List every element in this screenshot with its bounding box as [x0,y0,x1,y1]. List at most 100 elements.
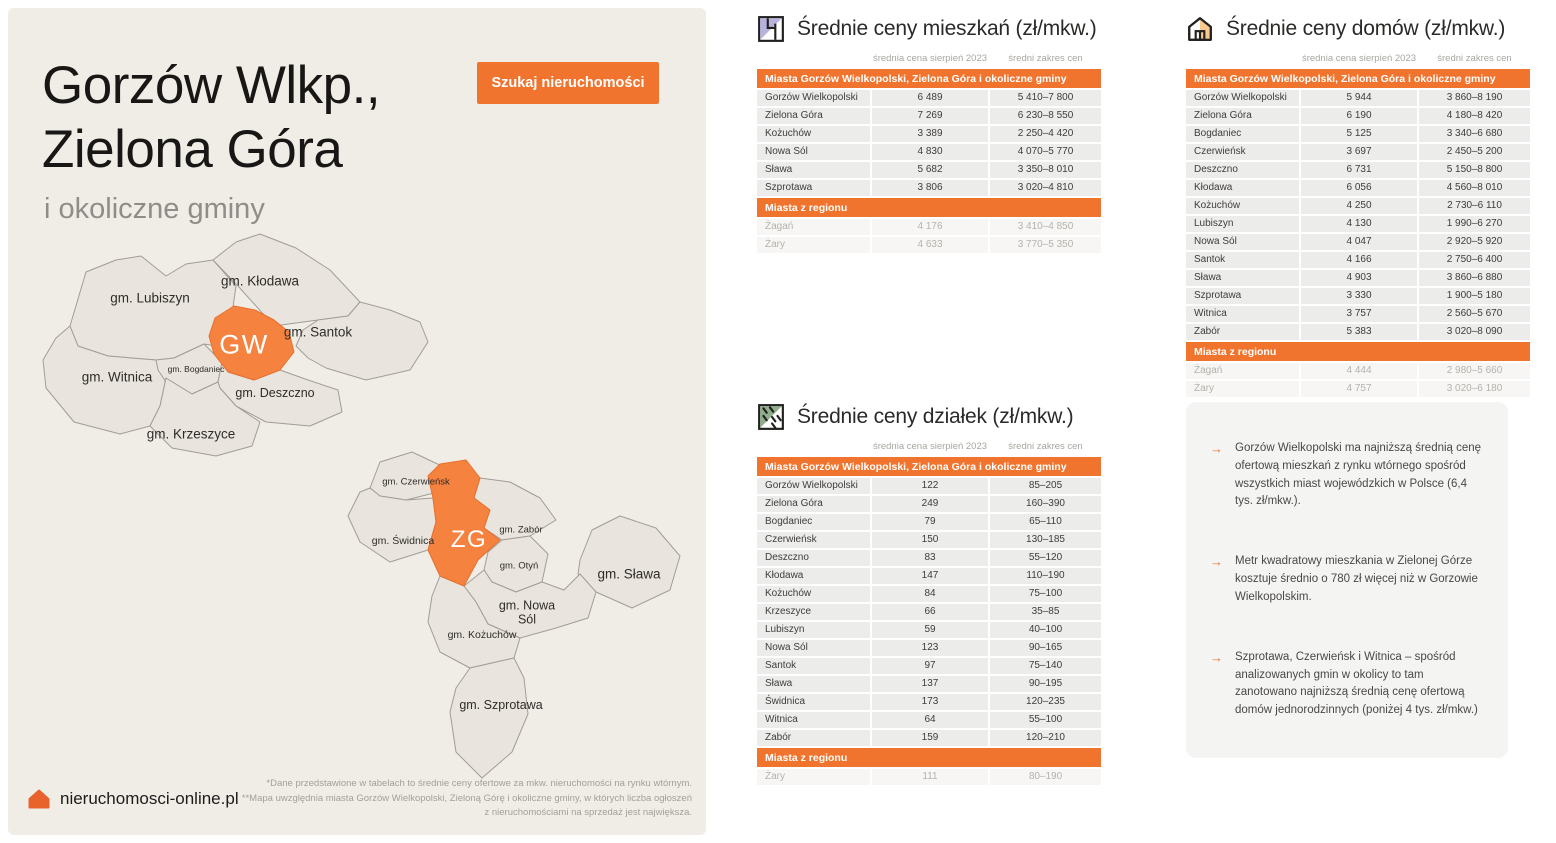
table-cell: Kłodawa [757,568,870,584]
table-cell: 3 020–4 810 [990,180,1101,196]
table-cell: 6 731 [1301,162,1417,178]
table-row: Zielona Góra 7 269 6 230–8 550 [757,108,1101,124]
table-row: Bogdaniec 79 65–110 [757,514,1101,530]
search-properties-button[interactable]: Szukaj nieruchomości [477,62,659,104]
table-cell: Szprotawa [1186,288,1299,304]
map-label-lubiszyn: gm. Lubiszyn [110,290,190,306]
table-cell: 5 944 [1301,90,1417,106]
page-title-line2: Zielona Góra [42,119,343,179]
map-label-slawa: gm. Sława [597,566,661,582]
region-map: gm. Kłodawa gm. Lubiszyn gm. Santok gm. … [8,230,706,810]
map-label-bogdaniec: gm. Bogdaniec [167,364,225,374]
table-cell: Szprotawa [757,180,870,196]
footnote-line2: **Mapa uwzględnia miasta Gorzów Wielkopo… [241,792,692,804]
table-cell: Lubiszyn [757,622,870,638]
table-cell: 4 560–8 010 [1419,180,1530,196]
table-cell: 120–210 [990,730,1101,746]
table-cell: Kożuchów [1186,198,1299,214]
table-cell: 249 [872,496,988,512]
table-cell: Żary [1186,381,1299,397]
table-cell: Czerwieńsk [757,532,870,548]
table-cell: 66 [872,604,988,620]
table-cell: Deszczno [757,550,870,566]
table-cell: 3 410–4 850 [990,219,1101,235]
table-row: Lubiszyn 59 40–100 [757,622,1101,638]
table-section-header: Miasta z regionu [757,198,1101,217]
footnotes: *Dane przedstawione w tabelach to średni… [242,777,692,821]
house-logo-icon [28,789,50,809]
table-cell: Lubiszyn [1186,216,1299,232]
table-row: Kożuchów 84 75–100 [757,586,1101,602]
table-cell: 110–190 [990,568,1101,584]
map-region-swidnica [347,487,437,563]
insight-text: Szprotawa, Czerwieńsk i Witnica – spośró… [1235,650,1478,717]
table-row: Witnica 64 55–100 [757,712,1101,728]
plots-table-title: Średnie ceny działek (zł/mkw.) [797,405,1074,428]
apartment-icon [757,15,785,43]
footnote-line3: z nieruchomościami na sprzedaż jest najw… [484,807,692,819]
table-row: Santok 97 75–140 [757,658,1101,674]
map-label-witnica: gm. Witnica [81,369,153,385]
table-cell: 2 750–6 400 [1419,252,1530,268]
table-cell: 4 633 [872,237,988,253]
table-cell: 4 903 [1301,270,1417,286]
houses-table-head: Średnie ceny domów (zł/mkw.) [1186,12,1530,46]
table-cell: 90–165 [990,640,1101,656]
table-cell: 3 020–8 090 [1419,324,1530,340]
table-cell: Bogdaniec [757,514,870,530]
table-cell: 4 444 [1301,363,1417,379]
table-cell: 3 860–6 880 [1419,270,1530,286]
table-row: Żary 4 757 3 020–6 180 [1186,381,1530,397]
brand-logo: nieruchomosci-online.pl [28,789,239,809]
col-avg-label: średnia cena sierpień 2023 [1301,53,1417,64]
arrow-right-icon: → [1210,649,1223,665]
table-row: Gorzów Wielkopolski 122 85–205 [757,478,1101,494]
map-label-otyn: gm. Otyń [499,560,539,572]
plots-col-heads: średnia cena sierpień 2023 średni zakres… [757,441,1101,452]
table-row: Sława 137 90–195 [757,676,1101,692]
table-cell: 5 150–8 800 [1419,162,1530,178]
table-cell: 4 830 [872,144,988,160]
insight-text: Metr kwadratowy mieszkania w Zielonej Gó… [1235,555,1478,603]
table-cell: Kłodawa [1186,180,1299,196]
insight-text: Gorzów Wielkopolski ma najniższą średnią… [1235,442,1482,508]
table-cell: 6 190 [1301,108,1417,124]
table-row: Santok 4 166 2 750–6 400 [1186,252,1530,268]
table-row: Gorzów Wielkopolski 6 489 5 410–7 800 [757,90,1101,106]
table-cell: 5 682 [872,162,988,178]
table-row: Szprotawa 3 330 1 900–5 180 [1186,288,1530,304]
map-label-szprotawa: gm. Szprotawa [459,698,543,712]
table-row: Zabór 159 120–210 [757,730,1101,746]
table-cell: Świdnica [757,694,870,710]
panel-footer: nieruchomosci-online.pl *Dane przedstawi… [28,777,692,821]
table-cell: Gorzów Wielkopolski [757,90,870,106]
table-cell: Witnica [1186,306,1299,322]
page-subtitle: i okoliczne gminy [44,193,265,226]
table-cell: 75–140 [990,658,1101,674]
table-row: Gorzów Wielkopolski 5 944 3 860–8 190 [1186,90,1530,106]
table-cell: 123 [872,640,988,656]
table-row: Kożuchów 4 250 2 730–6 110 [1186,198,1530,214]
table-cell: 2 250–4 420 [990,126,1101,142]
table-cell: Kożuchów [757,126,870,142]
map-label-krzeszyce: gm. Krzeszyce [146,426,236,442]
table-cell: 3 340–6 680 [1419,126,1530,142]
plots-table: Miasta Gorzów Wielkopolski, Zielona Góra… [757,457,1101,785]
table-cell: Sława [757,676,870,692]
table-cell: Sława [1186,270,1299,286]
brand-logo-text: nieruchomosci-online.pl [60,788,239,808]
table-cell: 4 250 [1301,198,1417,214]
left-panel: Gorzów Wlkp., Zielona Góra i okoliczne g… [8,8,706,835]
table-cell: 55–100 [990,712,1101,728]
table-cell: 147 [872,568,988,584]
table-row: Zabór 5 383 3 020–8 090 [1186,324,1530,340]
table-cell: 3 757 [1301,306,1417,322]
table-cell: 83 [872,550,988,566]
table-cell: Zabór [1186,324,1299,340]
table-section-header: Miasta z regionu [757,748,1101,767]
table-cell: 4 130 [1301,216,1417,232]
map-region-gorzow-highlight [208,305,295,381]
map-label-czerwiensk: gm. Czerwieńsk [382,476,450,488]
table-cell: Bogdaniec [1186,126,1299,142]
table-row: Czerwieńsk 3 697 2 450–5 200 [1186,144,1530,160]
